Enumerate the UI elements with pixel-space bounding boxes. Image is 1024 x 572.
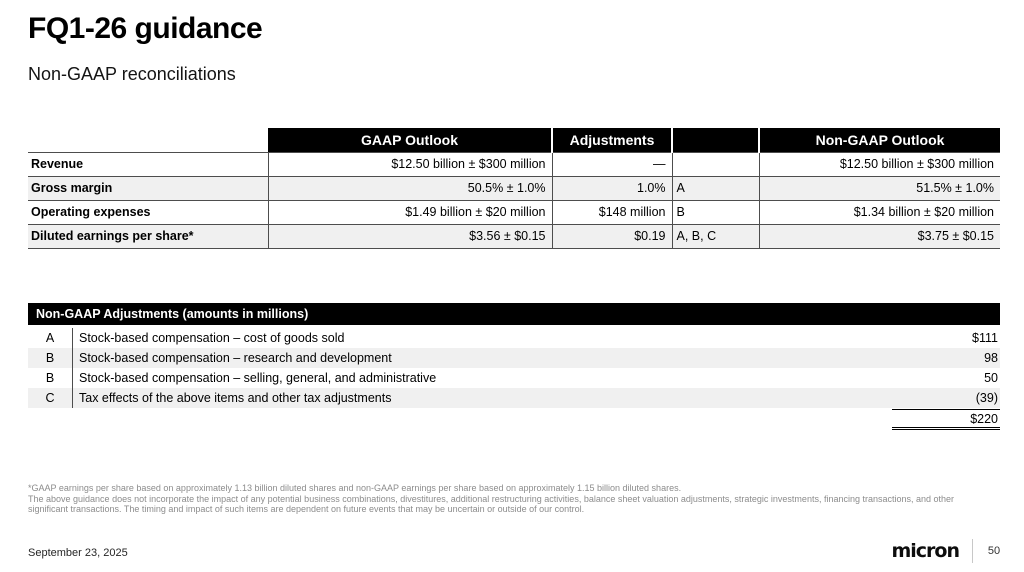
row-label: Gross margin [28,176,268,200]
slide-date: September 23, 2025 [28,547,128,559]
adjustment-value: $0.19 [551,224,672,248]
gaap-value: $1.49 billion ± $20 million [267,200,552,224]
table-row-operating-expenses: Operating expenses $1.49 billion ± $20 m… [28,200,1000,224]
adjustments-table: Non-GAAP Adjustments (amounts in million… [28,303,1000,430]
note-letter: B [28,368,73,388]
adjustment-description: Stock-based compensation – selling, gene… [79,371,437,385]
micron-logo: micron [891,540,960,562]
footer-brand-block: micron 50 [891,538,1002,564]
adjustment-description: Stock-based compensation – research and … [79,351,392,365]
guidance-table: GAAP Outlook Adjustments Non-GAAP Outloo… [28,128,1000,249]
gaap-value: $3.56 ± $0.15 [267,224,552,248]
row-label: Diluted earnings per share* [28,224,268,248]
header-non-gaap-outlook: Non-GAAP Outlook [758,128,1000,152]
table-row-diluted-eps: Diluted earnings per share* $3.56 ± $0.1… [28,224,1000,248]
adjustment-description: Stock-based compensation – cost of goods… [79,331,345,345]
table-row-revenue: Revenue $12.50 billion ± $300 million — … [28,152,1000,176]
header-adjustments: Adjustments [551,128,672,152]
page-number: 50 [987,545,1001,557]
footer-divider [972,539,973,563]
adjustment-row-b2: B Stock-based compensation – selling, ge… [28,368,1000,388]
adjustments-total-row: $220 [28,409,1000,430]
page-subtitle: Non-GAAP reconciliations [28,64,236,84]
non-gaap-value: 51.5% ± 1.0% [758,176,1000,200]
adjustment-row-c: C Tax effects of the above items and oth… [28,388,1000,408]
note-refs: A, B, C [671,224,759,248]
note-letter: C [28,388,73,408]
adjustment-description: Tax effects of the above items and other… [79,391,392,405]
adjustment-value: 1.0% [551,176,672,200]
adjustment-value: $148 million [551,200,672,224]
adjustments-table-title: Non-GAAP Adjustments (amounts in million… [28,303,1000,325]
footnote-eps: *GAAP earnings per share based on approx… [28,483,682,493]
non-gaap-value: $3.75 ± $0.15 [758,224,1000,248]
header-notes-cell [671,128,759,152]
adjustment-amount: (39) [975,391,998,405]
note-refs: B [671,200,759,224]
note-refs: A [671,176,759,200]
footnote-guidance-disclaimer: The above guidance does not incorporate … [28,493,955,515]
note-refs [671,152,759,176]
row-label: Operating expenses [31,205,151,219]
footnotes: *GAAP earnings per share based on approx… [28,483,988,515]
adjustments-total-amount: $220 [892,409,1000,430]
adjustment-row-a: A Stock-based compensation – cost of goo… [28,328,1000,348]
adjustment-row-b1: B Stock-based compensation – research an… [28,348,1000,368]
gaap-value: $12.50 billion ± $300 million [267,152,552,176]
adjustment-amount: $111 [972,331,998,345]
row-label: Revenue [31,157,84,171]
non-gaap-value: $1.34 billion ± $20 million [758,200,1000,224]
guidance-table-header-row: GAAP Outlook Adjustments Non-GAAP Outloo… [28,128,1000,152]
header-gaap-outlook: GAAP Outlook [268,128,552,152]
non-gaap-value: $12.50 billion ± $300 million [758,152,1000,176]
header-empty-cell [28,128,268,152]
adjustment-amount: 50 [984,371,998,385]
note-letter: A [28,328,73,348]
adjustment-value: — [551,152,672,176]
gaap-value: 50.5% ± 1.0% [267,176,552,200]
adjustment-amount: 98 [984,351,998,365]
note-letter: B [28,348,73,368]
page-title: FQ1-26 guidance [28,12,263,45]
table-row-gross-margin: Gross margin 50.5% ± 1.0% 1.0% A 51.5% ±… [28,176,1000,200]
